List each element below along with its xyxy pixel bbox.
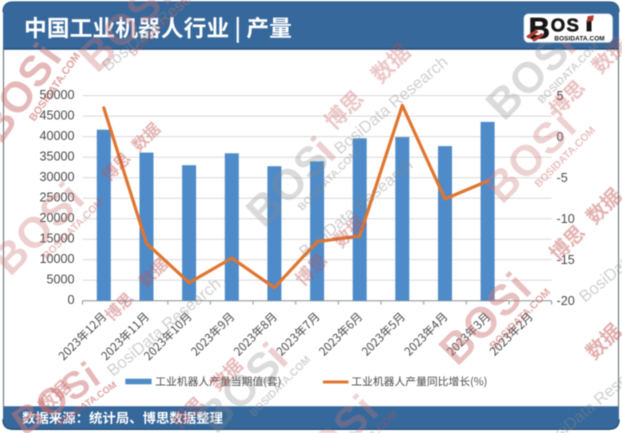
svg-text:OS: OS bbox=[551, 14, 580, 35]
svg-text:5000: 5000 bbox=[46, 273, 74, 287]
svg-text:15000: 15000 bbox=[39, 232, 74, 246]
svg-text:25000: 25000 bbox=[39, 191, 74, 205]
svg-text:-20: -20 bbox=[557, 294, 575, 308]
svg-text:B: B bbox=[529, 13, 549, 46]
svg-text:BOSIDATA.COM: BOSIDATA.COM bbox=[554, 35, 604, 42]
svg-text:10000: 10000 bbox=[39, 252, 74, 266]
svg-text:0: 0 bbox=[67, 293, 74, 307]
svg-text:50000: 50000 bbox=[39, 88, 74, 102]
svg-text:45000: 45000 bbox=[39, 109, 74, 123]
svg-text:40000: 40000 bbox=[39, 129, 74, 143]
svg-text:-5: -5 bbox=[557, 171, 568, 185]
svg-text:-15: -15 bbox=[557, 253, 575, 267]
svg-text:20000: 20000 bbox=[39, 211, 74, 225]
svg-text:0: 0 bbox=[557, 130, 564, 144]
svg-text:-10: -10 bbox=[557, 212, 575, 226]
svg-text:35000: 35000 bbox=[39, 150, 74, 164]
svg-text:30000: 30000 bbox=[39, 170, 74, 184]
